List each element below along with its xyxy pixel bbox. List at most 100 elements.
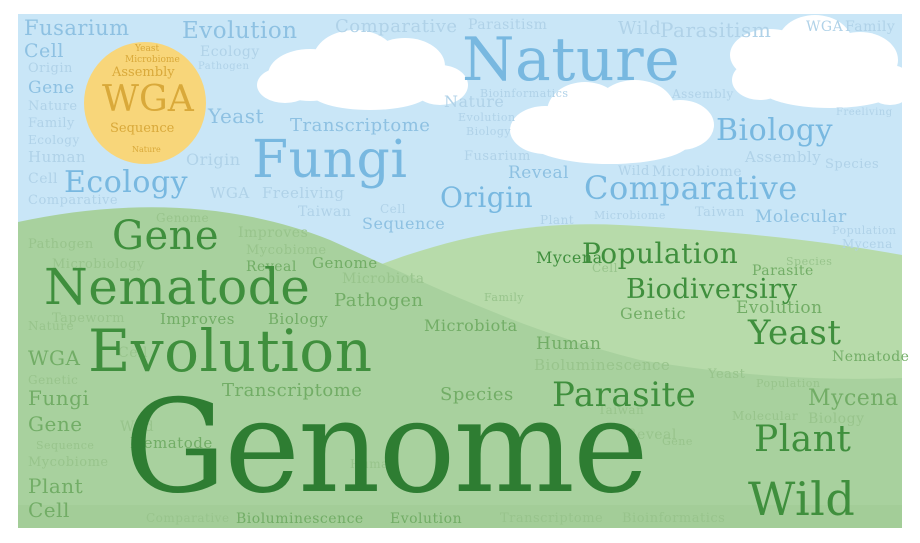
field-word: Nematode xyxy=(130,434,213,452)
field-word: Evolution xyxy=(736,298,823,318)
sky-word-large: Ecology xyxy=(64,165,189,200)
sky-word: WGA xyxy=(210,184,250,202)
field-word: Population xyxy=(756,377,821,390)
field-word: Comparative xyxy=(146,511,230,525)
field-word: Mycobiome xyxy=(28,455,109,470)
sun-title: WGA xyxy=(102,79,194,120)
field-word: Reveal xyxy=(246,259,297,275)
sky-word: Gene xyxy=(28,78,75,98)
field-word-large: Population xyxy=(582,237,739,270)
field-word: Wild xyxy=(120,419,155,435)
sky-word: Species xyxy=(825,157,880,172)
sky-word-large: Nature xyxy=(462,25,681,95)
sky-word: Comparative xyxy=(335,16,458,37)
sky-word-large: Biology xyxy=(716,113,834,148)
sky-word: Family xyxy=(28,116,75,131)
sky-word: Cell xyxy=(380,202,406,216)
field-word: Gene xyxy=(28,412,83,436)
sky-word-large: Comparative xyxy=(584,169,798,207)
field-word: Sequence xyxy=(36,439,95,452)
field-word: Gene xyxy=(662,435,693,448)
field-word: Genome xyxy=(156,211,210,225)
sky-word: Cell xyxy=(28,171,58,187)
field-word: Transcriptome xyxy=(500,511,604,526)
sky-word: Pathogen xyxy=(198,61,250,72)
sky-word: Freeliving xyxy=(262,184,345,202)
sky-word: Comparative xyxy=(28,193,119,208)
sky-word: Evolution xyxy=(458,111,516,124)
field-word-huge: Genome xyxy=(124,373,649,522)
cloud-middle xyxy=(510,80,714,164)
sky-word: Origin xyxy=(28,61,73,76)
field-word: Yeast xyxy=(708,367,746,382)
sky-word: Fusarium xyxy=(24,16,130,40)
ground-band xyxy=(18,505,902,528)
field-word-large: Nematode xyxy=(44,258,311,316)
sky-word: Freeliving xyxy=(836,107,893,118)
sky-word: Yeast xyxy=(208,104,265,128)
sky-word: Bioinformatics xyxy=(480,87,569,100)
sky-word: Parasitism xyxy=(660,18,772,42)
field-word: WGA xyxy=(28,346,81,370)
field-word: Nematode xyxy=(832,349,910,365)
sky-word: Mycena xyxy=(842,237,893,251)
field-word: Mycena xyxy=(808,386,899,411)
sun-word-small: Nature xyxy=(132,145,161,154)
field-word-large: Biodiversiry xyxy=(626,274,798,305)
field-word-large: Plant xyxy=(754,419,852,460)
field-word: Parasite xyxy=(752,263,814,279)
field-word: Family xyxy=(484,291,525,304)
field-word: Cell xyxy=(28,498,70,522)
sky-word: Transcriptome xyxy=(290,115,431,136)
field-word-large: Wild xyxy=(748,472,856,526)
sun xyxy=(84,42,206,164)
sky-word: Sequence xyxy=(362,214,446,233)
sun-word-small: Microbiome xyxy=(125,55,180,65)
sky-word: Reveal xyxy=(508,163,570,183)
field-word: Bioluminescence xyxy=(534,356,671,374)
sky-word: Microbiome xyxy=(652,164,743,180)
field-word: Genetic xyxy=(620,304,687,323)
near-hill xyxy=(18,207,902,528)
sky-word: Nature xyxy=(444,92,505,111)
cloud-right xyxy=(730,15,914,108)
field-word: Transcriptome xyxy=(222,380,363,401)
field-word: Human xyxy=(350,457,397,471)
sun-word-small: Assembly xyxy=(112,65,175,80)
sky-word: Evolution xyxy=(182,18,298,44)
field-word-large: Yeast xyxy=(748,313,842,353)
sky-word: Assembly xyxy=(745,148,822,166)
field-word: Molecular xyxy=(732,409,799,423)
field-word: Pathogen xyxy=(334,290,424,311)
field-word: Tapeworm xyxy=(52,311,125,326)
field-word: Plant xyxy=(28,474,84,498)
field-word: Evolution xyxy=(390,511,463,527)
sky-word: Wild xyxy=(618,18,662,39)
field-word: Microbiology xyxy=(52,257,145,272)
field-word: Biology xyxy=(808,411,865,427)
sky-word: Microbiome xyxy=(594,209,666,222)
sky-word: Wild xyxy=(618,164,650,179)
sky-word: Taiwan xyxy=(298,204,352,220)
field-word: Improves xyxy=(160,310,236,328)
sky-word: Population xyxy=(832,224,897,237)
sky-word: Cell xyxy=(24,40,64,62)
sky-word: Ecology xyxy=(200,44,260,60)
field-word: Reveal xyxy=(626,427,677,443)
field-word-large: Evolution xyxy=(88,317,373,385)
sky-word-large: Fungi xyxy=(252,130,408,190)
sky-word: Fusarium xyxy=(464,149,531,164)
sky-word: Ecology xyxy=(28,133,80,147)
sun-word-small: Sequence xyxy=(110,121,175,136)
sun-word-small: Yeast xyxy=(135,44,160,54)
field-word-large: Gene xyxy=(112,213,220,259)
sky-word: Nature xyxy=(28,99,78,114)
field-word: Mycobiome xyxy=(246,243,327,258)
sky-word: WGA xyxy=(806,19,844,35)
field-word: Nature xyxy=(28,319,75,333)
field-word: Cell xyxy=(592,261,618,275)
field-word: Cell xyxy=(118,345,148,361)
field-word: Microbiota xyxy=(342,271,425,287)
sky-word: Human xyxy=(28,148,87,166)
